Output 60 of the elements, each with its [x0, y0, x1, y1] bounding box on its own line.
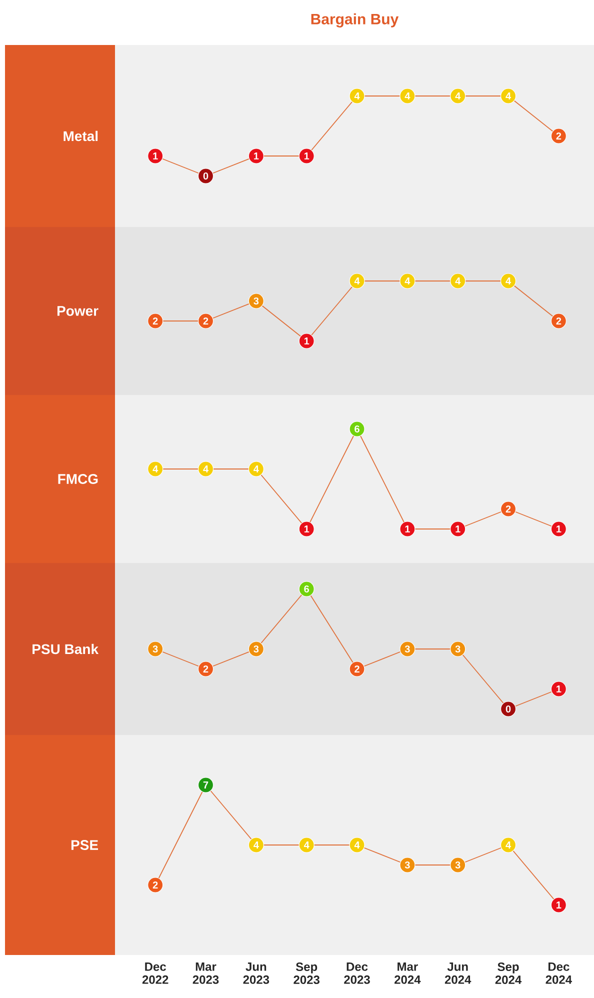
data-label: 4 [152, 466, 158, 472]
y-axis-title: PSU Bank [32, 644, 99, 654]
data-label: 1 [405, 526, 410, 532]
y-axis-title: Power [57, 306, 98, 316]
y-axis-title: PSE [71, 840, 98, 850]
x-tick-label: Sep 2024 [495, 962, 522, 984]
data-label: 4 [506, 92, 512, 100]
data-label: 6 [354, 425, 360, 433]
data-label: 0 [203, 172, 208, 180]
data-label: 1 [153, 152, 158, 160]
y-axis-title: FMCG [58, 474, 98, 484]
x-tick-label: Jun 2023 [243, 962, 270, 984]
data-label: 1 [304, 152, 310, 160]
data-label: 3 [404, 861, 410, 869]
data-label: 6 [304, 585, 310, 593]
data-label: 3 [455, 645, 460, 653]
data-label: 4 [404, 92, 410, 100]
data-label: 4 [455, 92, 461, 100]
data-label: 7 [203, 782, 208, 788]
data-label: 4 [254, 466, 259, 472]
data-label: 1 [254, 152, 259, 160]
data-label: 2 [203, 666, 208, 672]
y-axis-title: Metal [64, 130, 98, 142]
x-tick-label: Dec 2023 [344, 962, 370, 984]
data-label: 4 [354, 278, 360, 284]
data-label: 1 [456, 526, 460, 532]
data-label: 3 [152, 645, 158, 653]
data-label: 2 [152, 882, 158, 888]
data-label: 1 [304, 526, 310, 532]
x-tick-label: Dec 2024 [546, 962, 572, 984]
data-label: 4 [506, 278, 512, 284]
data-label: 1 [556, 686, 562, 692]
data-label: 2 [354, 666, 360, 672]
data-label: 1 [556, 526, 562, 532]
data-label: 4 [506, 842, 512, 848]
x-tick-label: Jun 2024 [444, 962, 472, 984]
chart-title: Bargain Buy [311, 13, 399, 28]
x-tick-label: Mar 2023 [192, 962, 219, 984]
data-label: 3 [404, 645, 410, 653]
x-tick-label: Mar 2024 [394, 962, 421, 984]
data-label: 4 [404, 278, 410, 284]
data-label: 4 [304, 842, 310, 848]
data-label: 0 [506, 705, 511, 713]
data-label: 4 [354, 92, 360, 100]
data-label: 1 [304, 338, 310, 344]
data-label: 4 [203, 466, 208, 472]
x-tick-label: Sep 2023 [294, 962, 320, 984]
data-label: 3 [254, 297, 259, 305]
x-tick-label: Dec 2022 [142, 962, 168, 984]
data-label: 4 [354, 842, 360, 848]
data-label: 4 [254, 842, 259, 848]
data-label: 4 [455, 278, 461, 284]
data-label: 2 [556, 132, 562, 140]
data-label: 3 [455, 861, 460, 869]
data-label: 2 [203, 318, 208, 324]
data-label: 2 [152, 318, 158, 324]
data-label: 3 [254, 645, 259, 653]
data-label: 2 [556, 318, 562, 324]
data-label: 2 [506, 506, 511, 512]
data-label: 1 [556, 902, 562, 908]
